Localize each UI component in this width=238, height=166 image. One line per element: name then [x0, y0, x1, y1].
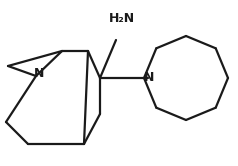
- Text: N: N: [144, 71, 154, 83]
- Text: H₂N: H₂N: [109, 11, 135, 25]
- Text: N: N: [34, 67, 44, 80]
